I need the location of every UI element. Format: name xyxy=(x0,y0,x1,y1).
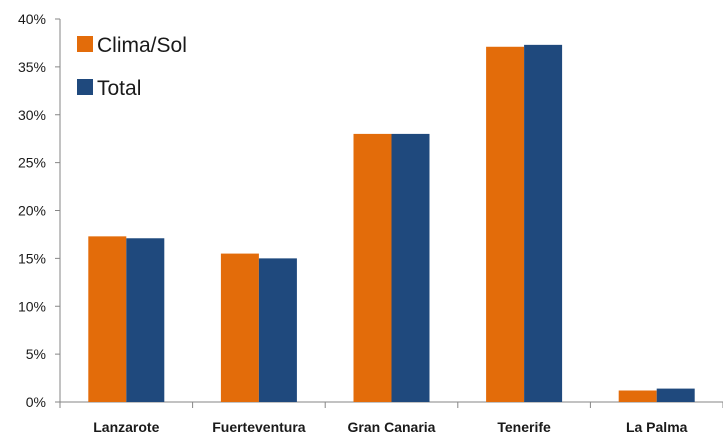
legend-swatch xyxy=(77,79,93,95)
legend-label: Clima/Sol xyxy=(97,34,187,57)
legend-label: Total xyxy=(97,77,141,100)
y-tick-label: 35% xyxy=(18,59,46,75)
bar-total xyxy=(391,133,430,402)
y-tick-label: 10% xyxy=(18,298,46,314)
x-category-label: Gran Canaria xyxy=(348,419,436,435)
y-tick-label: 30% xyxy=(18,107,46,123)
bar-total xyxy=(258,258,297,402)
bar-total xyxy=(126,238,165,402)
bar-clima-sol xyxy=(220,253,259,402)
x-category-label: Lanzarote xyxy=(93,419,159,435)
y-tick-label: 40% xyxy=(18,11,46,27)
y-tick-label: 25% xyxy=(18,155,46,171)
x-category-label: La Palma xyxy=(626,419,688,435)
bar-clima-sol xyxy=(618,390,657,402)
bar-clima-sol xyxy=(353,133,392,402)
bar-clima-sol xyxy=(486,46,525,403)
y-tick-label: 5% xyxy=(26,346,46,362)
x-axis: Lanzarote Fuerteventura Gran Canaria Teneri… xyxy=(59,401,723,435)
x-category-label: Tenerife xyxy=(497,419,551,435)
x-category-label: Fuerteventura xyxy=(212,419,306,435)
y-axis: 0% 5% 10% 15% 20% 25% 30% 35% 40% xyxy=(18,11,61,410)
y-tick-label: 15% xyxy=(18,250,46,266)
legend-swatch xyxy=(77,36,93,52)
y-tick-label: 0% xyxy=(26,394,46,410)
y-tick-label: 20% xyxy=(18,203,46,219)
bar-clima-sol xyxy=(88,236,127,402)
bars-group xyxy=(88,44,695,403)
bar-total xyxy=(524,44,563,402)
legend: Clima/Sol Total xyxy=(77,34,187,100)
bar-total xyxy=(656,388,695,402)
